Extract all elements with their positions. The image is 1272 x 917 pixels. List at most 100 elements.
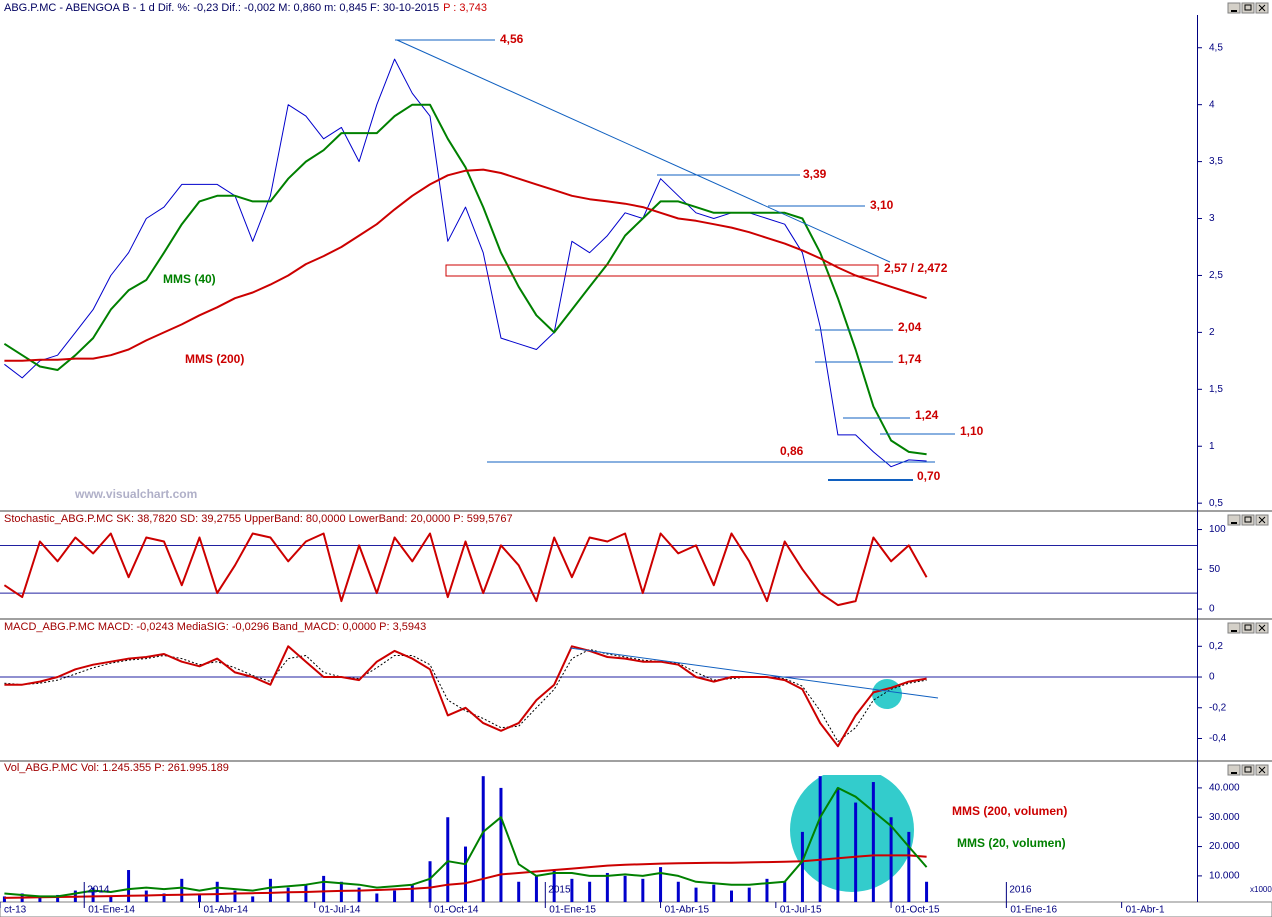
y-tick-label: 1 — [1209, 441, 1215, 452]
maximize-button[interactable] — [1241, 514, 1255, 526]
x-tick-label: 01-Oct-15 — [895, 905, 940, 916]
volume-bar — [446, 817, 450, 902]
y-tick-label: 2 — [1209, 327, 1215, 338]
volume-bar — [109, 896, 113, 902]
panel-header: MACD_ABG.P.MC MACD: -0,0243 MediaSIG: -0… — [4, 621, 426, 633]
maximize-button[interactable] — [1241, 2, 1255, 14]
minimize-button[interactable] — [1227, 764, 1241, 776]
series-label: MMS (40) — [163, 272, 216, 286]
maximize-button[interactable] — [1241, 764, 1255, 776]
drawn-studies — [395, 39, 955, 699]
annotation: 4,56 — [500, 32, 524, 46]
volume-bar — [499, 787, 503, 902]
panel-title: Vol_ABG.P.MC Vol: 1.245.355 P: 261.995.1… — [4, 762, 229, 774]
volume-bar — [162, 893, 166, 902]
volume-bar — [712, 884, 716, 902]
volume-bar — [588, 881, 592, 902]
volume-bar — [765, 878, 769, 902]
minimize-button[interactable] — [1227, 622, 1241, 634]
panel-title-price: P : 3,743 — [443, 2, 487, 14]
year-label: 2015 — [548, 885, 571, 896]
volume-bar — [464, 846, 467, 902]
volume-bar — [641, 878, 645, 902]
volume-bar — [38, 897, 42, 902]
series-label: MMS (200) — [185, 352, 244, 366]
unit-label: x1000 — [1250, 885, 1272, 894]
volume-bar — [889, 817, 893, 902]
window-controls — [1227, 2, 1269, 776]
volume-bar — [180, 878, 184, 902]
annotation: 3,39 — [803, 167, 827, 181]
x-tick-label: ct-13 — [4, 905, 27, 916]
volume-bar — [659, 867, 663, 902]
volume-bar — [871, 782, 875, 902]
y-tick-label: 3 — [1209, 213, 1215, 224]
volume-bar — [605, 872, 609, 902]
y-tick-label: 0,2 — [1209, 641, 1223, 652]
trend-line — [396, 39, 891, 263]
volume-bar — [410, 884, 414, 902]
annotation: 2,57 / 2,472 — [884, 261, 948, 275]
volume-bar — [800, 831, 804, 902]
volume-bar — [570, 878, 574, 902]
annotation: 1,24 — [915, 408, 939, 422]
y-tick-label: -0,2 — [1209, 702, 1227, 713]
volume-bar — [127, 870, 131, 902]
trend-line — [569, 647, 939, 699]
y-tick-label: 10.000 — [1209, 871, 1240, 882]
y-tick-label: 20.000 — [1209, 841, 1240, 852]
series-line — [4, 854, 927, 899]
x-tick-label: 01-Jul-15 — [780, 905, 822, 916]
volume-bar — [517, 881, 521, 902]
volume-bar — [907, 831, 911, 902]
volume-bar — [268, 878, 272, 902]
annotation: 1,74 — [898, 352, 922, 366]
volume-bar — [481, 776, 485, 902]
panel-title: Stochastic_ABG.P.MC SK: 38,7820 SD: 39,2… — [4, 513, 513, 525]
volume-bar — [925, 881, 929, 902]
panel-title: ABG.P.MC - ABENGOA B - 1 d Dif. %: -0,23… — [4, 2, 439, 14]
volume-bar — [251, 896, 255, 902]
y-tick-label: 0 — [1209, 604, 1215, 615]
volume-bar — [818, 776, 822, 902]
x-tick-label: 01-Ene-14 — [88, 905, 135, 916]
maximize-button[interactable] — [1241, 622, 1255, 634]
volume-bar — [375, 893, 379, 902]
minimize-button[interactable] — [1227, 514, 1241, 526]
panel-header: ABG.P.MC - ABENGOA B - 1 d Dif. %: -0,23… — [4, 2, 487, 14]
series-line — [3, 532, 928, 607]
volume-bar — [357, 887, 361, 902]
volume-bar — [198, 893, 201, 902]
y-tick-label: 100 — [1209, 524, 1226, 535]
minimize-button[interactable] — [1227, 2, 1241, 14]
annotation: 0,70 — [917, 469, 941, 483]
y-tick-label: -0,4 — [1209, 733, 1227, 744]
x-tick-label: 01-Ene-15 — [549, 905, 596, 916]
volume-bar — [783, 881, 787, 902]
panel-separator — [0, 618, 1272, 620]
series-line — [4, 645, 927, 748]
series-line — [4, 168, 927, 362]
volume-bar — [854, 802, 858, 902]
y-tick-label: 2,5 — [1209, 270, 1223, 281]
y-tick-label: 40.000 — [1209, 783, 1240, 794]
year-label: 2014 — [87, 885, 110, 896]
x-tick-label: 01-Oct-14 — [434, 905, 479, 916]
volume-bar — [215, 881, 219, 902]
volume-bar — [304, 884, 308, 902]
x-tick-label: 01-Abr-14 — [204, 905, 249, 916]
series-label: MMS (200, volumen) — [952, 804, 1067, 818]
y-tick-label: 1,5 — [1209, 384, 1223, 395]
annotation: 2,04 — [898, 320, 922, 334]
volume-bar — [534, 875, 538, 902]
volume-bar — [552, 870, 556, 902]
volume-bar — [623, 875, 627, 902]
series-line — [4, 648, 927, 743]
annotation: www.visualchart.com — [74, 487, 197, 501]
series-line — [4, 786, 928, 898]
series-line — [4, 58, 927, 468]
y-tick-label: 30.000 — [1209, 812, 1240, 823]
